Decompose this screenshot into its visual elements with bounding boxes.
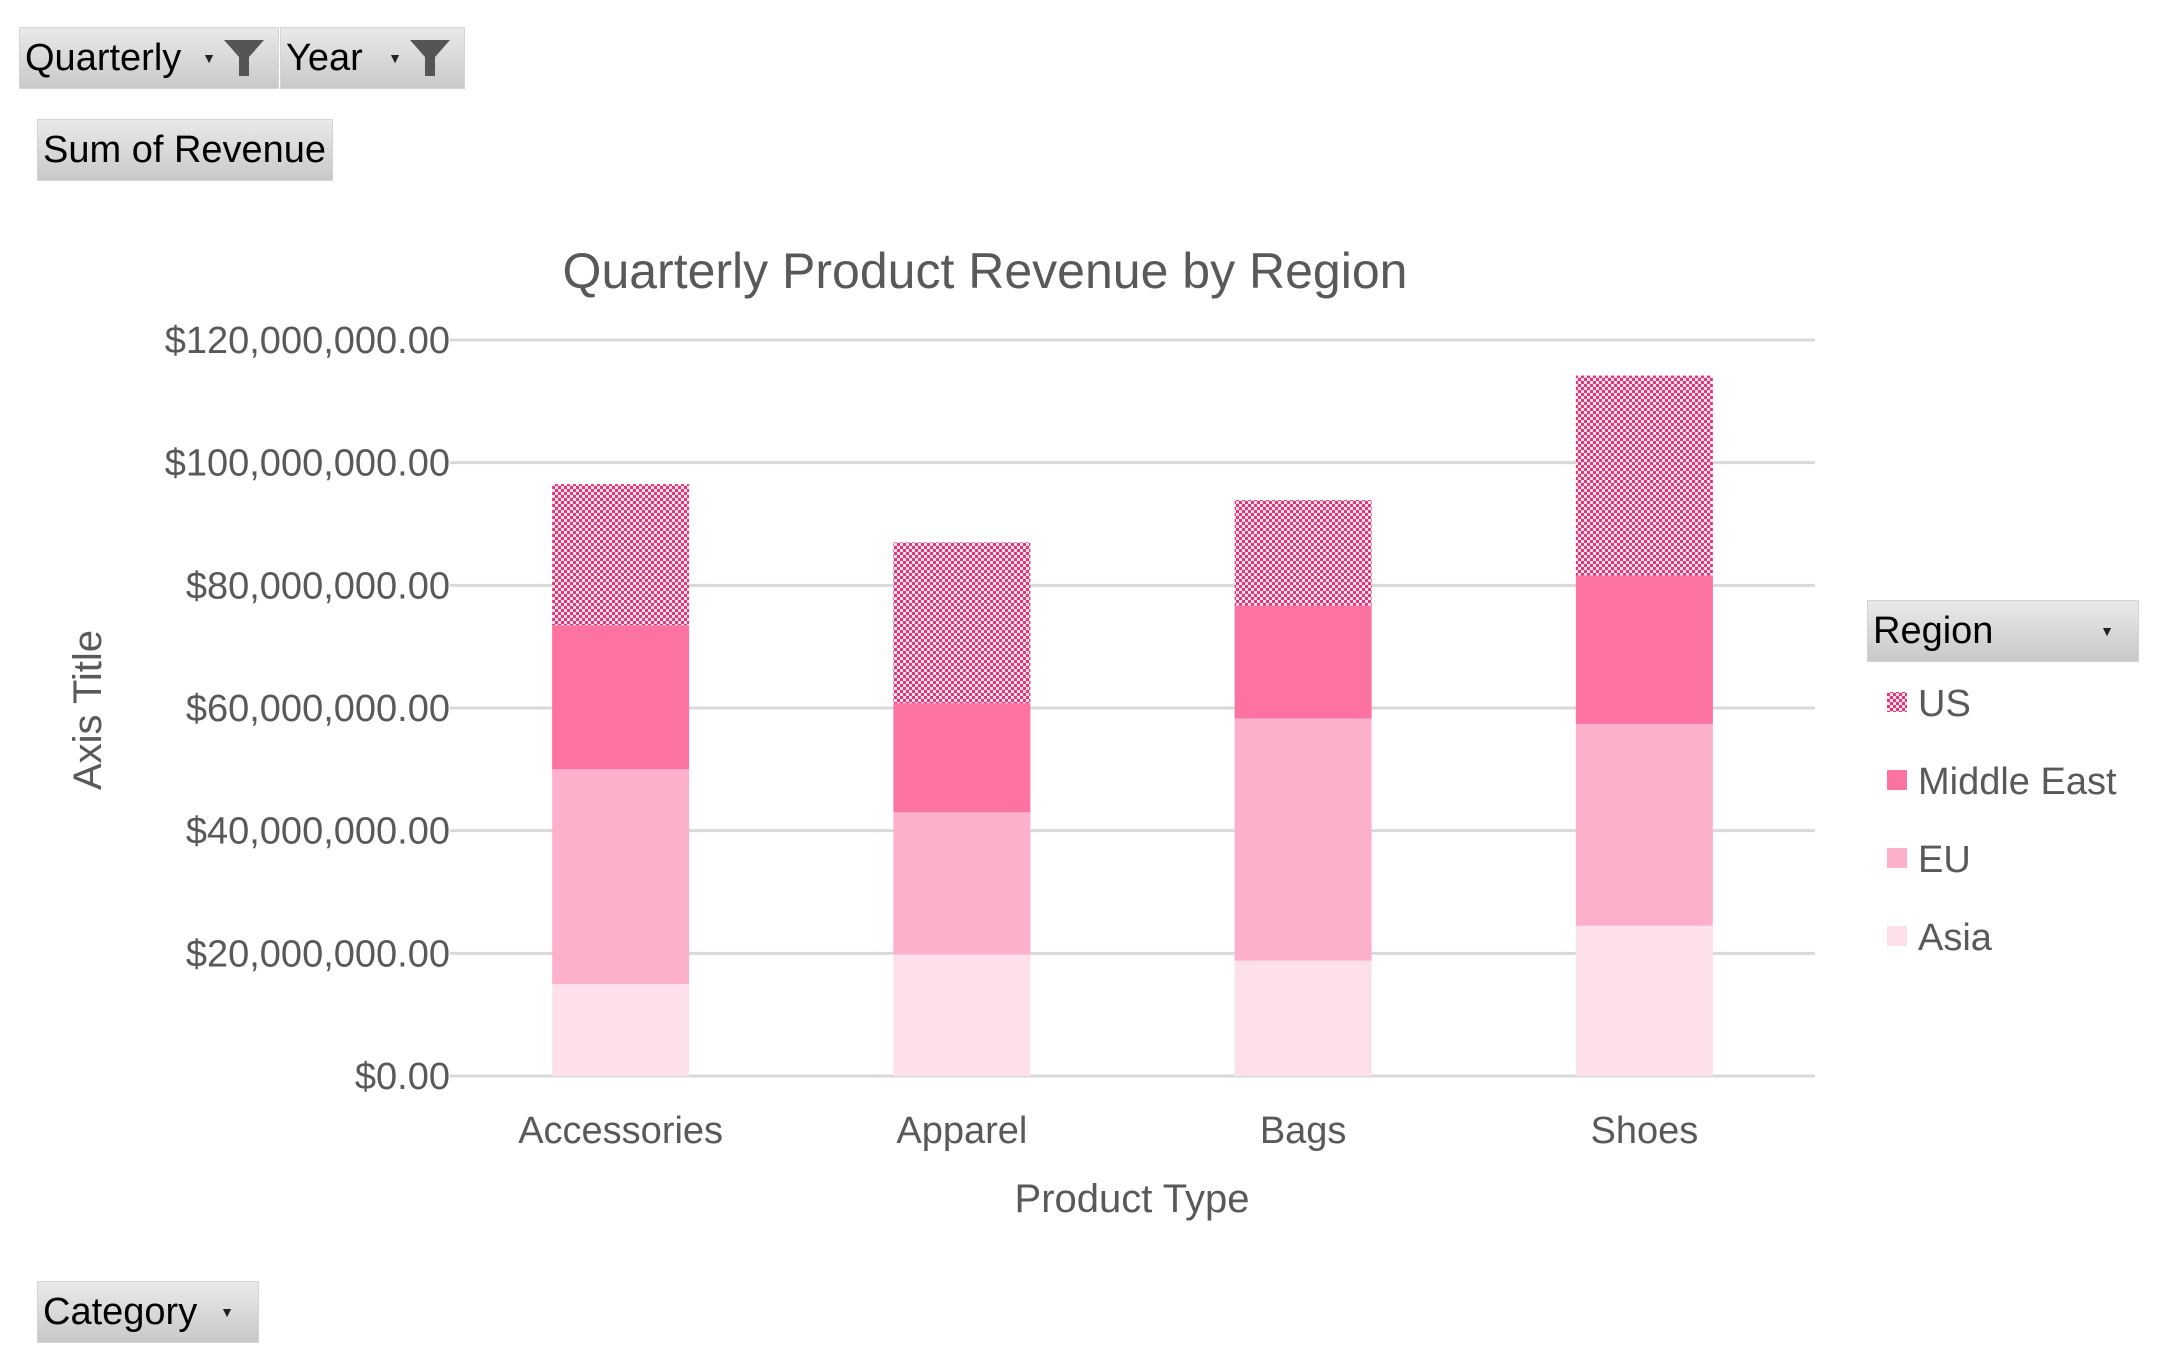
legend-label: EU [1918,839,1971,881]
bar-segment-eu[interactable] [893,812,1031,955]
bar-segment-eu[interactable] [1234,718,1372,961]
bar-segment-eu[interactable] [1575,723,1713,926]
dropdown-arrow-icon: ▼ [202,50,216,66]
legend-label: Middle East [1918,761,2117,803]
dropdown-arrow-icon: ▼ [388,50,402,66]
region-legend-button[interactable]: Region ▼ [1867,600,2139,662]
dropdown-arrow-icon: ▼ [2100,623,2114,639]
funnel-icon [224,40,264,76]
bar-segment-asia[interactable] [552,984,690,1076]
quarterly-filter-button[interactable]: Quarterly ▼ [19,27,279,89]
y-tick-label: $100,000,000.00 [165,443,450,485]
category-field-button[interactable]: Category ▼ [37,1281,259,1343]
x-tick-label: Apparel [896,1110,1027,1152]
x-axis-title: Product Type [1015,1177,1250,1221]
bar-segment-middle-east[interactable] [893,703,1031,813]
x-tick-label: Accessories [518,1110,723,1152]
sum-of-revenue-label: Sum of Revenue [43,128,327,171]
region-legend-title: Region [1873,609,1994,652]
bar-segment-middle-east[interactable] [1575,575,1713,724]
bar-segment-asia[interactable] [1575,925,1713,1076]
y-tick-label: $40,000,000.00 [186,811,450,853]
legend: US Middle East EU Asia [1887,683,2117,959]
bar-segment-middle-east[interactable] [1234,605,1372,719]
bar-segment-asia[interactable] [893,954,1031,1076]
bar-segment-middle-east[interactable] [552,625,690,770]
dropdown-arrow-icon: ▼ [220,1304,234,1320]
legend-label: US [1918,683,1971,725]
x-tick-label: Bags [1260,1110,1347,1152]
y-tick-label: $120,000,000.00 [165,320,450,362]
x-axis-ticks: Accessories Apparel Bags Shoes [518,1110,1698,1152]
funnel-icon [410,40,450,76]
legend-swatch [1887,692,1907,712]
legend-swatch [1887,848,1907,868]
bar-segment-us[interactable] [893,542,1031,704]
x-tick-label: Shoes [1591,1110,1699,1152]
bar-segment-us[interactable] [1234,500,1372,606]
bar-segment-us[interactable] [1575,375,1713,576]
y-axis-title: Axis Title [66,630,110,790]
bar-segment-eu[interactable] [552,769,690,984]
y-tick-label: $60,000,000.00 [186,688,450,730]
legend-swatch [1887,770,1907,790]
category-field-label: Category [43,1290,198,1333]
year-filter-label: Year [286,36,363,79]
chart-title: Quarterly Product Revenue by Region [563,243,1408,299]
y-tick-label: $0.00 [355,1056,450,1098]
bar-segment-us[interactable] [552,484,690,626]
quarterly-filter-label: Quarterly [25,36,182,79]
y-tick-label: $20,000,000.00 [186,933,450,975]
legend-swatch [1887,926,1907,946]
y-axis-ticks: $0.00 $20,000,000.00 $40,000,000.00 $60,000… [165,320,450,1098]
year-filter-button[interactable]: Year ▼ [280,27,465,89]
bar-segment-asia[interactable] [1234,960,1372,1076]
sum-of-revenue-field-button[interactable]: Sum of Revenue [37,119,333,181]
y-tick-label: $80,000,000.00 [186,565,450,607]
legend-label: Asia [1918,917,1993,959]
bars [552,375,1713,1076]
